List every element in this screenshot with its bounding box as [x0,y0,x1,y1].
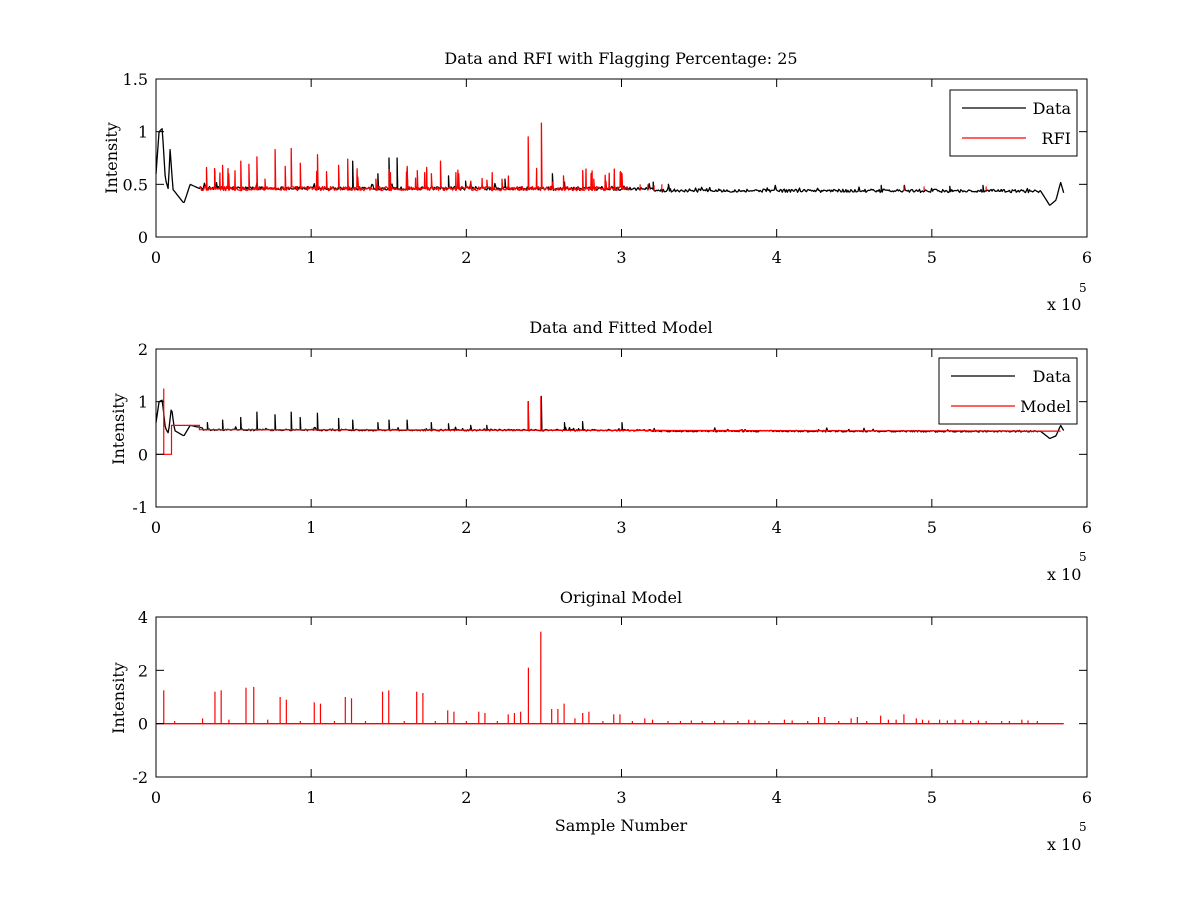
y-tick-label: 0 [138,445,148,464]
legend-label: RFI [1042,129,1071,148]
y-tick-label: -1 [132,498,148,517]
legend-box [949,89,1078,157]
legend: Data RFI [949,89,1078,157]
x-tick-label: 5 [927,248,937,267]
x-tick-label: 4 [772,788,782,807]
y-tick-label: 1 [138,123,148,142]
x-multiplier: x 10 5 [1047,281,1087,314]
panel-fitted-model: Data and Fitted Model Intensity x 10 5 0… [109,318,1092,584]
x-multiplier-exponent: 5 [1079,820,1087,834]
x-tick-label: 3 [616,248,626,267]
x-multiplier: x 10 5 [1047,550,1087,584]
x-tick-label: 2 [461,248,471,267]
series-rfi-line [199,122,630,192]
series-group [155,122,1065,206]
y-axis-label: Intensity [109,393,128,465]
legend-label: Data [1033,367,1072,386]
y-tick-label: 0 [138,715,148,734]
plot-area [156,617,1087,777]
y-tick-label: 2 [138,340,148,359]
x-multiplier-base: x 10 [1047,565,1081,584]
x-tick-label: 1 [306,518,316,537]
chart-title: Data and Fitted Model [529,318,712,337]
x-multiplier: x 10 5 [1047,820,1087,854]
y-tick-label: -2 [132,768,148,787]
x-tick-label: 3 [616,788,626,807]
y-tick-label: 4 [138,608,148,627]
y-tick-label: 2 [138,661,148,680]
legend-label: Model [1020,397,1071,416]
x-multiplier-base: x 10 [1047,835,1081,854]
chart-title: Data and RFI with Flagging Percentage: 2… [444,49,797,68]
series-group [156,631,1064,725]
legend-label: Data [1033,99,1072,118]
x-tick-label: 6 [1082,248,1092,267]
x-tick-label: 6 [1082,518,1092,537]
panel-original-model: Original Model Intensity Sample Number x… [109,588,1092,854]
x-tick-label: 5 [927,518,937,537]
x-tick-label: 5 [927,788,937,807]
x-tick-label: 0 [151,248,161,267]
x-multiplier-exponent: 5 [1079,281,1087,295]
x-multiplier-exponent: 5 [1079,550,1087,564]
panel-rfi: Data and RFI with Flagging Percentage: 2… [102,49,1092,314]
y-tick-label: 0.5 [123,175,148,194]
series-model-line [156,424,1061,455]
x-tick-label: 6 [1082,788,1092,807]
y-tick-label: 1.5 [123,70,148,89]
x-tick-label: 2 [461,788,471,807]
y-tick-label: 1 [138,393,148,412]
x-tick-label: 4 [772,248,782,267]
x-tick-label: 2 [461,518,471,537]
x-tick-label: 0 [151,518,161,537]
x-multiplier-base: x 10 [1047,295,1081,314]
x-tick-label: 1 [306,248,316,267]
series-group [155,388,1065,455]
chart-title: Original Model [560,588,682,607]
x-tick-label: 1 [306,788,316,807]
y-axis-label: Intensity [109,662,128,734]
x-axis-label: Sample Number [555,816,688,835]
legend-box [938,357,1078,425]
legend: Data Model [938,357,1078,425]
x-tick-label: 0 [151,788,161,807]
y-tick-label: 0 [138,228,148,247]
plot-area [156,79,1087,237]
x-tick-label: 3 [616,518,626,537]
y-axis-label: Intensity [102,122,121,194]
x-tick-label: 4 [772,518,782,537]
